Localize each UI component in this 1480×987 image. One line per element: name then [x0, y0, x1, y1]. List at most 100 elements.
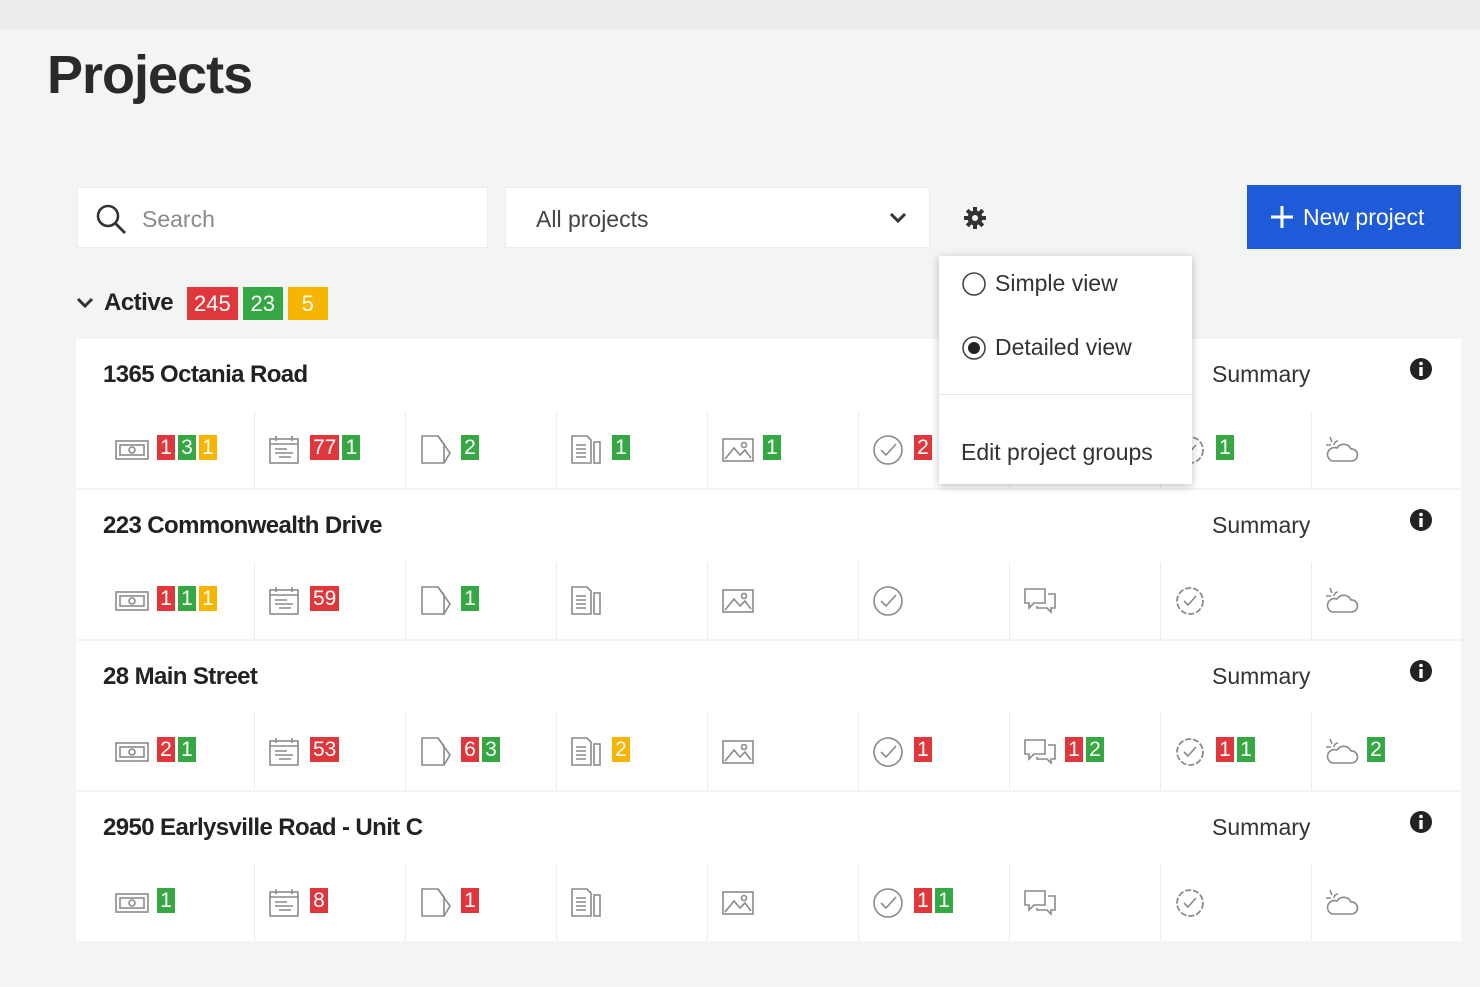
search-box[interactable]: Search: [77, 187, 488, 248]
count-badge: 2: [612, 737, 630, 762]
radio: [962, 271, 986, 296]
status-cell[interactable]: 1: [556, 411, 707, 488]
status-cell[interactable]: [1160, 562, 1311, 639]
view-option[interactable]: Simple view: [961, 270, 1118, 297]
status-cell[interactable]: 1: [405, 562, 556, 639]
count-badge: 6: [461, 737, 479, 762]
edit-groups[interactable]: Edit project groups: [961, 439, 1153, 465]
group-header[interactable]: Active 245 23 5: [76, 285, 333, 321]
group-name: Active: [104, 289, 174, 316]
count-badge: 3: [482, 737, 500, 762]
chevron-down: [76, 297, 94, 309]
count-badge: 1: [914, 737, 932, 762]
summary-link[interactable]: Summary: [1212, 663, 1311, 689]
project-row[interactable]: 223 Commonwealth Drive Summary 1 1 1 59 1: [76, 490, 1461, 639]
status-cell[interactable]: 1: [76, 864, 254, 941]
count-badge: 1: [1216, 737, 1234, 762]
count-badge: 77: [310, 435, 340, 460]
cell-icon: [1326, 436, 1359, 462]
count-badge: 1: [178, 586, 196, 611]
cell-icon: [269, 737, 299, 766]
status-cell[interactable]: [1311, 864, 1462, 941]
count-badge: 1: [157, 435, 175, 460]
status-cell[interactable]: [707, 713, 858, 790]
count-badge: 2: [1367, 737, 1385, 762]
status-cell[interactable]: [858, 562, 1009, 639]
count-badge: 59: [310, 586, 340, 611]
summary-link[interactable]: Summary: [1212, 361, 1311, 387]
project-filter[interactable]: All projects: [505, 187, 930, 248]
summary-link[interactable]: Summary: [1212, 814, 1311, 840]
status-cell[interactable]: [1311, 411, 1462, 488]
project-row[interactable]: 1365 Octania Road Summary 1 3 1 77 1 2 1 1 2 1: [76, 339, 1461, 488]
cell-icon: [722, 739, 754, 764]
status-cell[interactable]: [1160, 864, 1311, 941]
info-icon[interactable]: [1409, 357, 1433, 381]
cell-icon: [269, 586, 299, 615]
status-cell[interactable]: 77 1: [254, 411, 405, 488]
status-cell[interactable]: 2: [1311, 713, 1462, 790]
status-cell[interactable]: [1311, 562, 1462, 639]
cell-icon: [1326, 587, 1359, 613]
count-badge: 2: [461, 435, 479, 460]
status-cell[interactable]: [707, 864, 858, 941]
project-name[interactable]: 2950 Earlysville Road - Unit C: [103, 814, 423, 841]
new-project-label: New project: [1303, 204, 1425, 230]
status-cell[interactable]: 8: [254, 864, 405, 941]
cell-icon: [115, 439, 149, 460]
status-cell[interactable]: [707, 562, 858, 639]
status-cell[interactable]: 1: [405, 864, 556, 941]
count-badge: 1: [612, 435, 630, 460]
count-badge: 2: [914, 435, 932, 460]
status-cell[interactable]: [1009, 864, 1160, 941]
count-badge: 8: [310, 888, 328, 913]
summary-link[interactable]: Summary: [1212, 512, 1311, 538]
project-row[interactable]: 2950 Earlysville Road - Unit C Summary 1 8 1…: [76, 792, 1461, 941]
status-cell[interactable]: 2: [405, 411, 556, 488]
new-project-button[interactable]: New project: [1247, 185, 1461, 249]
info-icon[interactable]: [1409, 810, 1433, 834]
settings-gear[interactable]: [962, 205, 988, 231]
status-cell[interactable]: 53: [254, 713, 405, 790]
project-name[interactable]: 28 Main Street: [103, 663, 258, 690]
status-cell[interactable]: 2: [556, 713, 707, 790]
status-cell[interactable]: 1: [858, 713, 1009, 790]
count-badge: 1: [461, 888, 479, 913]
info-icon[interactable]: [1409, 508, 1433, 532]
cell-icon: [1176, 737, 1204, 766]
view-menu: Simple view Detailed view Edit project g…: [939, 256, 1192, 484]
filter-value: All projects: [536, 206, 649, 232]
cell-icon: [421, 736, 451, 766]
search-placeholder: Search: [142, 206, 215, 232]
top-band: [0, 0, 1480, 30]
status-cell[interactable]: 59: [254, 562, 405, 639]
project-cells: 2 1 53 6 3 2 1 1 2 1 1 2: [76, 713, 1462, 790]
status-cell[interactable]: [556, 864, 707, 941]
status-cell[interactable]: 1: [707, 411, 858, 488]
count-badge: 1: [199, 435, 217, 460]
view-option-label: Simple view: [995, 270, 1118, 296]
info-icon[interactable]: [1409, 659, 1433, 683]
status-cell[interactable]: 2: [858, 411, 1009, 488]
count-badge: 1: [157, 586, 175, 611]
cell-icon: [115, 741, 149, 762]
cell-icon: [1176, 888, 1204, 917]
count-badge: 23: [242, 286, 283, 320]
cell-icon: [421, 887, 451, 917]
group-counts: 245 23 5: [187, 286, 333, 320]
project-row[interactable]: 28 Main Street Summary 2 1 53 6 3 2 1 1 2 1 1 2: [76, 641, 1461, 790]
view-option[interactable]: Detailed view: [961, 334, 1132, 361]
status-cell[interactable]: [556, 562, 707, 639]
cell-icon: [421, 585, 451, 615]
project-name[interactable]: 1365 Octania Road: [103, 361, 308, 388]
project-name[interactable]: 223 Commonwealth Drive: [103, 512, 382, 539]
status-cell[interactable]: [1009, 562, 1160, 639]
count-badge: 1: [157, 888, 175, 913]
